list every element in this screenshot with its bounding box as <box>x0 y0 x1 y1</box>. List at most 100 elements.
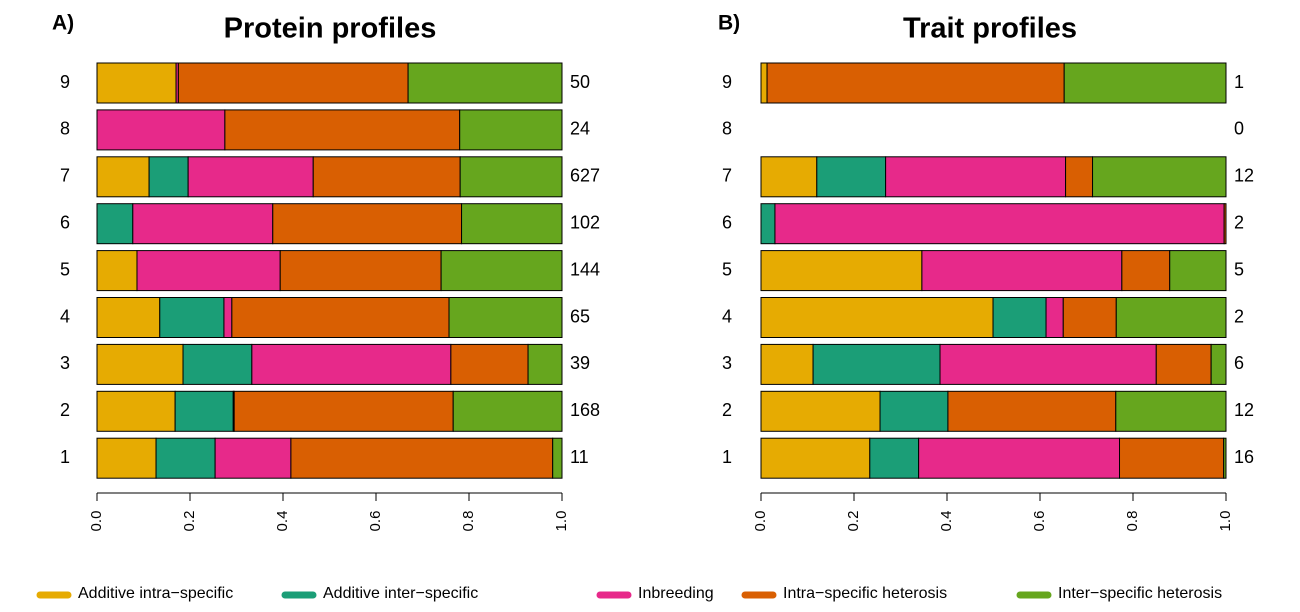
x-tick-label: 0.2 <box>181 511 198 532</box>
bar-segment <box>1115 297 1227 338</box>
bar-segment <box>527 343 563 385</box>
bar-segment <box>452 390 563 432</box>
bar-segment <box>1092 156 1227 198</box>
bar-segment <box>459 156 563 198</box>
bar-segment <box>760 156 818 198</box>
bar-segment <box>224 109 461 151</box>
count-label: 39 <box>570 353 590 373</box>
bar-segment <box>869 437 920 479</box>
bar-segment <box>290 437 554 479</box>
bar-segment <box>448 297 563 338</box>
bar-segment <box>879 390 949 432</box>
bar-segment <box>760 297 994 338</box>
bar-segment <box>774 203 1225 245</box>
bar-segment <box>885 156 1067 198</box>
bar-segment <box>1121 250 1171 292</box>
x-tick-label: 1.0 <box>553 511 570 532</box>
chart-title: Trait profiles <box>903 13 1077 45</box>
bar-segment <box>766 62 1065 104</box>
count-label: 6 <box>1234 353 1244 373</box>
count-label: 627 <box>570 166 600 186</box>
legend-label: Inter−specific heterosis <box>1058 585 1222 602</box>
bar-segment <box>760 437 871 479</box>
bar-segment <box>214 437 292 479</box>
bar-segment <box>1063 62 1227 104</box>
category-label: 1 <box>60 447 70 467</box>
count-label: 12 <box>1234 166 1254 186</box>
bar-segment <box>1045 297 1064 338</box>
bar-segment <box>407 62 563 104</box>
bar-segment <box>816 156 887 198</box>
bar-segment <box>918 437 1121 479</box>
legend-label: Inbreeding <box>638 585 714 602</box>
category-label: 5 <box>60 259 70 279</box>
bar-segment <box>992 297 1047 338</box>
bar-segment <box>1223 437 1227 479</box>
x-tick-label: 0.2 <box>845 511 862 532</box>
bar-segment <box>1119 437 1225 479</box>
count-label: 0 <box>1234 119 1244 139</box>
bar-segment <box>552 437 563 479</box>
count-label: 65 <box>570 306 590 326</box>
category-label: 3 <box>60 353 70 373</box>
count-label: 2 <box>1234 212 1244 232</box>
bar-segment <box>231 297 450 338</box>
x-tick-label: 0.4 <box>938 511 955 532</box>
count-label: 102 <box>570 212 600 232</box>
bar-segment <box>174 390 234 432</box>
bar-segment <box>96 156 150 198</box>
bar-segment <box>1169 250 1227 292</box>
category-label: 7 <box>60 166 70 186</box>
bar-segment <box>440 250 563 292</box>
bar-segment <box>155 437 216 479</box>
bar-segment <box>182 343 253 385</box>
category-label: 3 <box>722 353 732 373</box>
bar-segment <box>132 203 274 245</box>
bar-segment <box>251 343 452 385</box>
bar-segment <box>96 203 134 245</box>
bar-segment <box>760 390 881 432</box>
category-label: 4 <box>722 306 732 326</box>
bar-segment <box>96 390 176 432</box>
legend-label: Intra−specific heterosis <box>783 585 947 602</box>
panel-label: A) <box>52 12 74 35</box>
bar-segment <box>1155 343 1212 385</box>
bar-segment <box>947 390 1117 432</box>
count-label: 1 <box>1234 72 1244 92</box>
x-tick-label: 0.6 <box>367 511 384 532</box>
bar-segment <box>279 250 442 292</box>
bar-segment <box>136 250 281 292</box>
bar-segment <box>187 156 314 198</box>
bar-segment <box>96 297 161 338</box>
count-label: 168 <box>570 400 600 420</box>
count-label: 11 <box>570 447 589 467</box>
bar-segment <box>921 250 1123 292</box>
x-tick-label: 1.0 <box>1217 511 1234 532</box>
bar-segment <box>177 62 409 104</box>
category-label: 6 <box>722 212 732 232</box>
legend-label: Additive inter−specific <box>323 585 478 602</box>
x-tick-label: 0.0 <box>752 511 769 532</box>
panel-label: B) <box>718 12 740 35</box>
category-label: 9 <box>60 72 70 92</box>
x-tick-label: 0.6 <box>1031 511 1048 532</box>
category-label: 8 <box>722 119 732 139</box>
bar-segment <box>96 250 138 292</box>
bar-segment <box>96 343 184 385</box>
bar-segment <box>760 343 814 385</box>
x-tick-label: 0.8 <box>460 511 477 532</box>
bar-segment <box>96 437 157 479</box>
bar-segment <box>1223 203 1227 245</box>
x-tick-label: 0.8 <box>1124 511 1141 532</box>
bar-segment <box>96 62 177 104</box>
bar-segment <box>159 297 225 338</box>
bar-segment <box>450 343 529 385</box>
category-label: 2 <box>722 400 732 420</box>
bar-segment <box>461 203 563 245</box>
category-label: 5 <box>722 259 732 279</box>
legend-label: Additive intra−specific <box>78 585 233 602</box>
bar-segment <box>459 109 563 151</box>
count-label: 24 <box>570 119 590 139</box>
count-label: 12 <box>1234 400 1254 420</box>
